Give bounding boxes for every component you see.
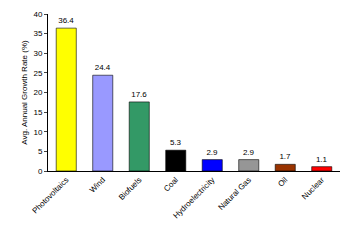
svg-text:15: 15: [33, 108, 42, 117]
svg-text:Hydroelectricity: Hydroelectricity: [171, 175, 216, 220]
svg-text:1.7: 1.7: [279, 152, 291, 161]
svg-text:0: 0: [38, 167, 43, 176]
svg-text:Avg. Annual Growth Rate (%): Avg. Annual Growth Rate (%): [20, 40, 29, 145]
svg-text:1.1: 1.1: [316, 155, 328, 164]
svg-text:Biofuels: Biofuels: [117, 175, 143, 201]
svg-text:24.4: 24.4: [95, 63, 111, 72]
svg-text:36.4: 36.4: [58, 16, 74, 25]
svg-text:20: 20: [33, 88, 42, 97]
svg-text:10: 10: [33, 128, 42, 137]
svg-text:Photovoltaics: Photovoltaics: [30, 175, 70, 215]
svg-text:Coal: Coal: [162, 175, 180, 193]
svg-text:25: 25: [33, 69, 42, 78]
svg-text:Oil: Oil: [276, 175, 289, 188]
svg-text:40: 40: [33, 10, 42, 19]
svg-text:Natural Gas: Natural Gas: [216, 175, 253, 212]
svg-text:Nuclear: Nuclear: [300, 175, 326, 201]
svg-text:30: 30: [33, 49, 42, 58]
svg-text:5: 5: [38, 147, 43, 156]
svg-text:2.9: 2.9: [243, 148, 255, 157]
svg-text:5.3: 5.3: [170, 138, 182, 147]
svg-text:17.6: 17.6: [131, 90, 147, 99]
svg-text:2.9: 2.9: [206, 148, 218, 157]
svg-text:35: 35: [33, 29, 42, 38]
svg-text:Wind: Wind: [88, 175, 107, 194]
